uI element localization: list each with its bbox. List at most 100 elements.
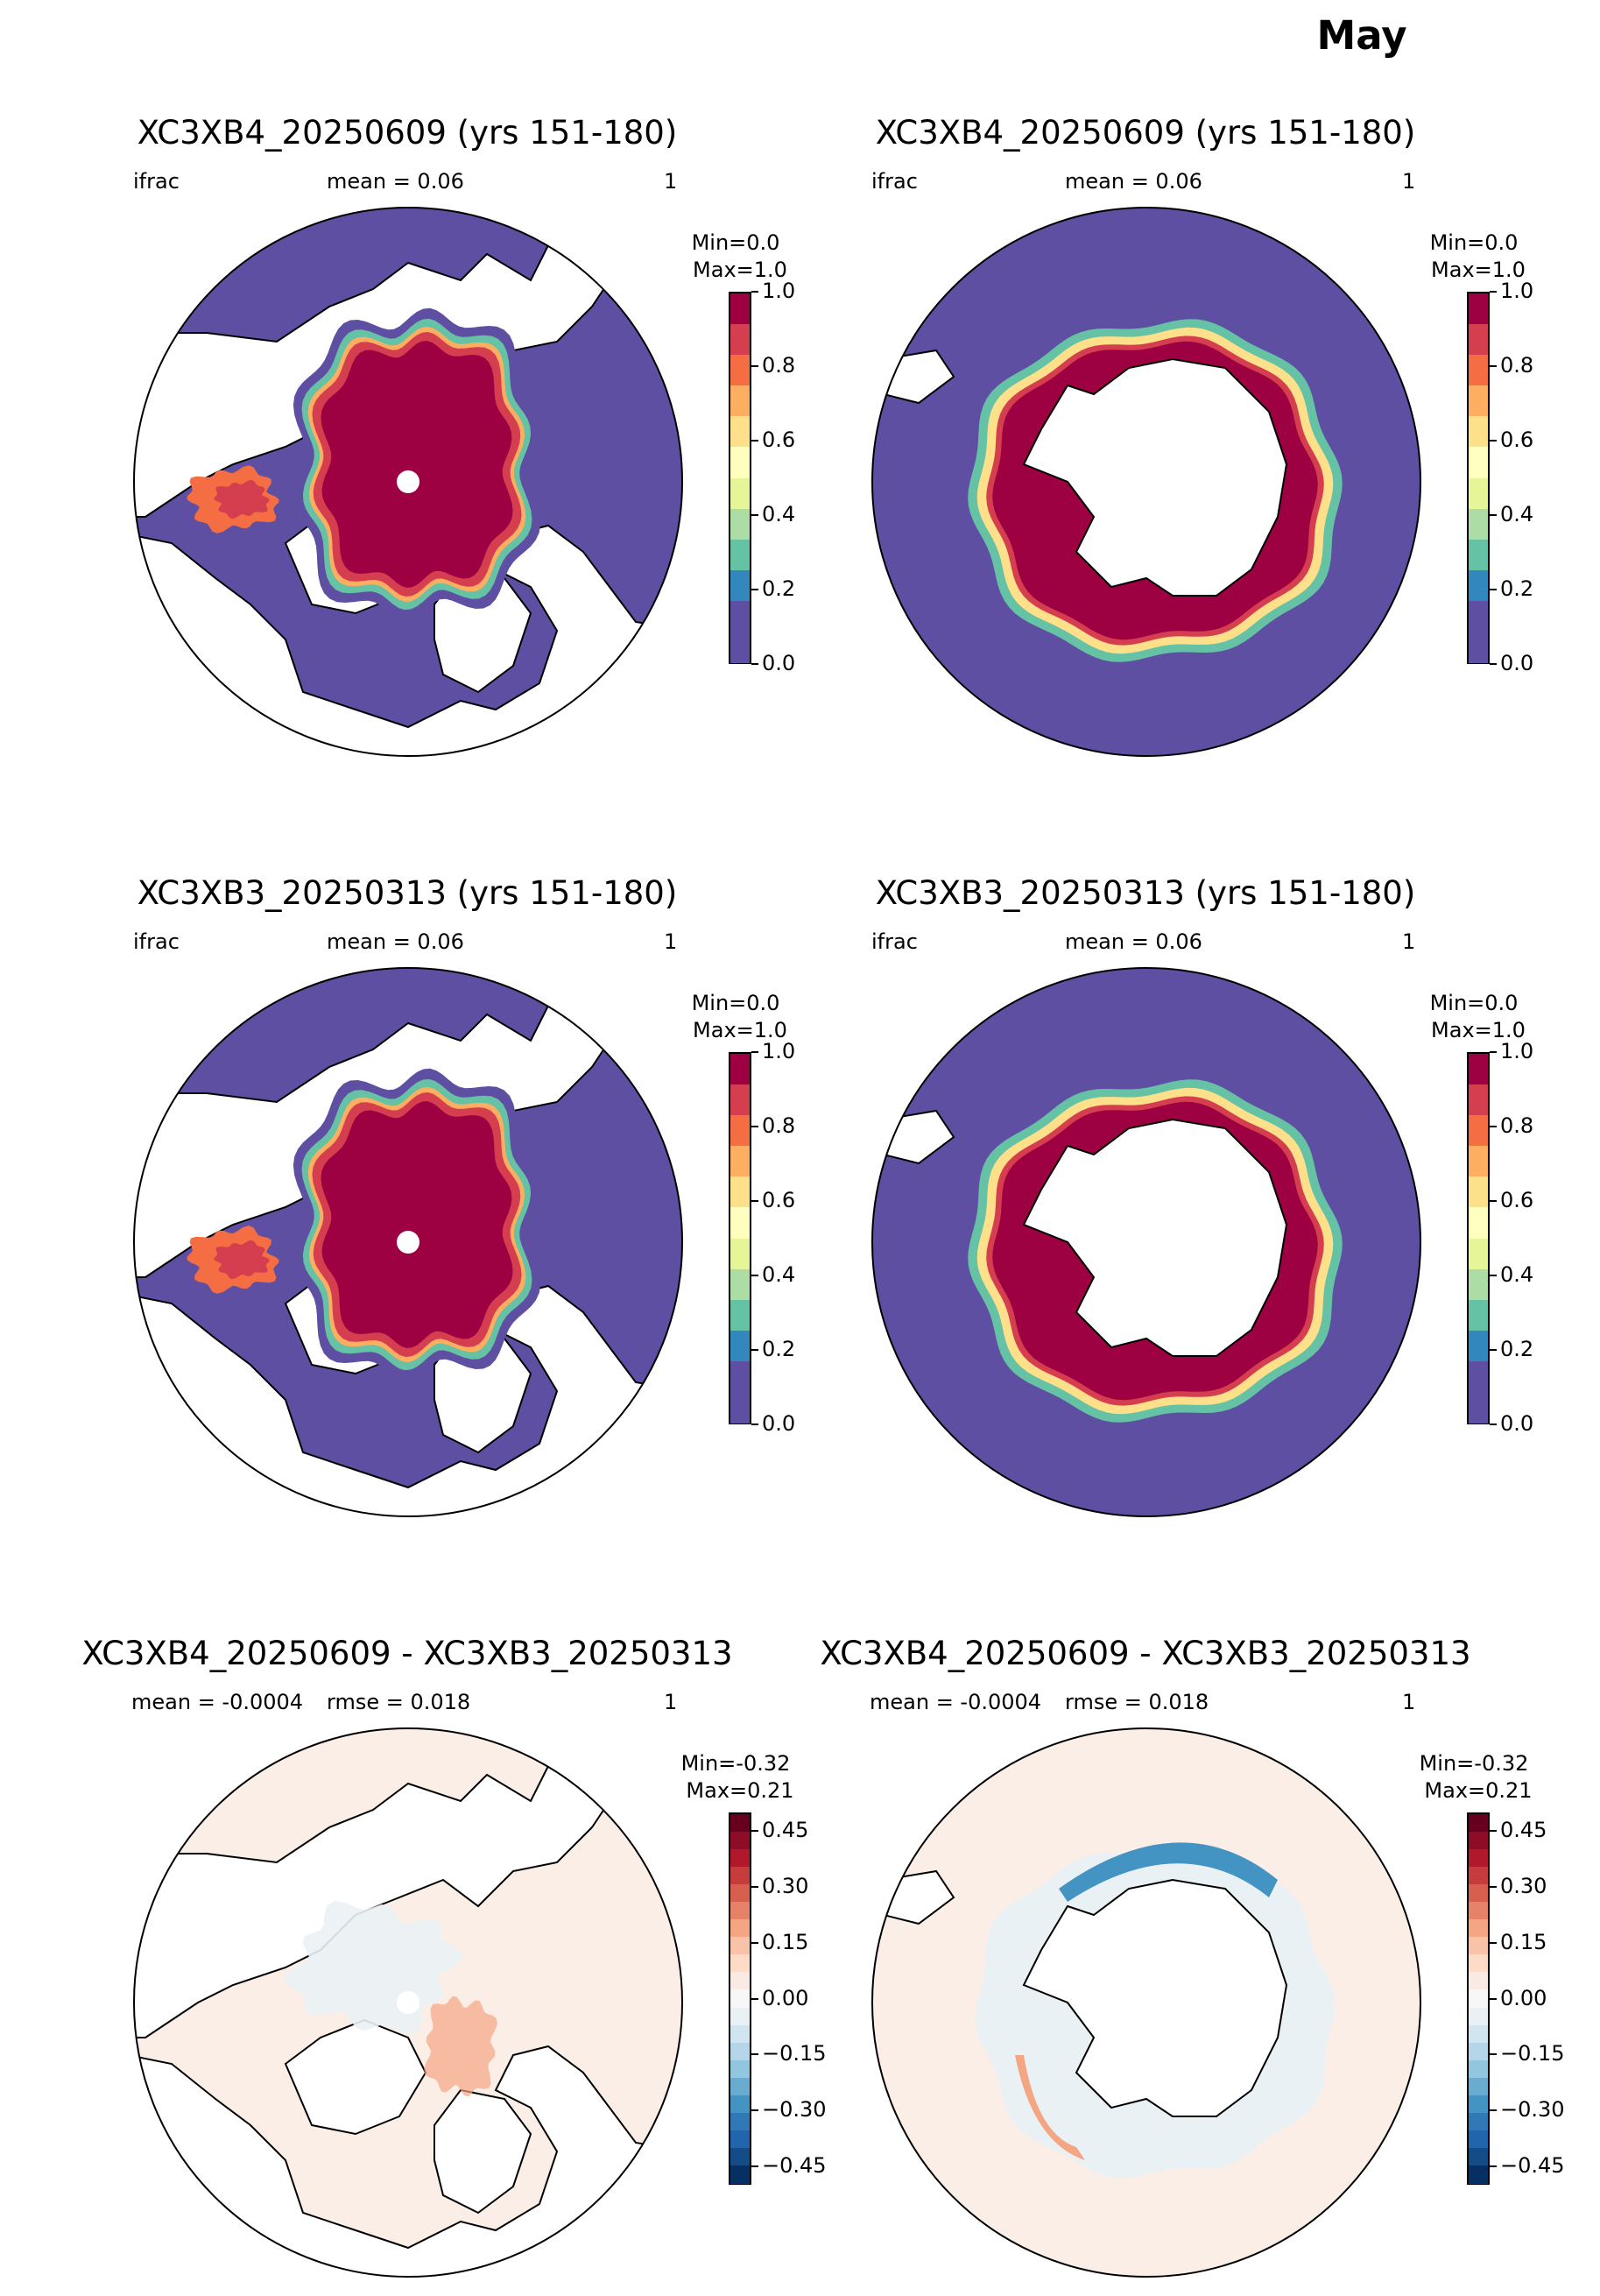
- colorbar-segment: [1469, 2077, 1488, 2096]
- panel-right-label: 1: [1402, 929, 1416, 954]
- colorbar-tick-label: 0.8: [762, 1113, 796, 1138]
- colorbar-segment: [1469, 539, 1488, 571]
- panel-right-label: 1: [664, 929, 678, 954]
- colorbar-tick-mark: [1490, 2165, 1497, 2167]
- colorbar-tick-label: 0.2: [1500, 576, 1534, 601]
- panel-left-label: mean = -0.0004: [131, 1690, 304, 1714]
- colorbar-max-label: Max=1.0: [693, 1018, 787, 1042]
- colorbar-segment: [730, 2042, 750, 2061]
- colorbar-tick-label: 0.0: [762, 651, 796, 675]
- hudson-bay-ice-core: [214, 479, 270, 519]
- colorbar-tick-mark: [1490, 365, 1497, 367]
- colorbar: [729, 292, 751, 664]
- colorbar-segment: [730, 1207, 750, 1240]
- colorbar-tick-label: 0.0: [1500, 651, 1534, 675]
- colorbar-segment: [1469, 355, 1488, 387]
- colorbar-segment: [730, 2147, 750, 2166]
- colorbar-segment: [730, 600, 750, 632]
- colorbar-segment: [1469, 1391, 1488, 1424]
- colorbar-tick-label: 0.2: [762, 576, 796, 601]
- colorbar-tick-label: 1.0: [762, 279, 796, 303]
- colorbar-tick-label: 0.6: [762, 1188, 796, 1212]
- colorbar-segment: [1469, 1084, 1488, 1116]
- colorbar-segment: [1469, 2059, 1488, 2079]
- colorbar-segment: [1469, 569, 1488, 602]
- colorbar-tick-label: 0.15: [1500, 1929, 1547, 1954]
- colorbar-segment: [1469, 2007, 1488, 2026]
- colorbar-tick-mark: [751, 2053, 758, 2056]
- colorbar-tick-mark: [751, 589, 758, 590]
- colorbar-segment: [1469, 1972, 1488, 1991]
- colorbar-segment: [1469, 1937, 1488, 1956]
- colorbar-tick-label: 0.0: [1500, 1411, 1534, 1436]
- colorbar-tick-mark: [751, 1200, 758, 1202]
- colorbar-tick-label: −0.15: [1500, 2041, 1565, 2066]
- colorbar-tick-mark: [751, 2165, 758, 2167]
- colorbar-tick-label: −0.45: [1500, 2152, 1565, 2178]
- pole-hole: [397, 1231, 419, 1254]
- colorbar-tick-mark: [1490, 1830, 1497, 1833]
- colorbar-segment: [730, 1989, 750, 2009]
- colorbar-min-label: Min=0.0: [1429, 991, 1519, 1015]
- north-polar-map: [133, 1727, 683, 2278]
- colorbar-segment: [730, 416, 750, 449]
- map-boundary: [871, 207, 1421, 757]
- colorbar-tick-label: 0.45: [1500, 1818, 1547, 1843]
- colorbar: [729, 1812, 751, 2185]
- colorbar-segment: [730, 1268, 750, 1301]
- sea-ice-core: [321, 341, 513, 588]
- south-polar-map: [871, 207, 1421, 757]
- panel-center-label: mean = 0.06: [327, 169, 464, 194]
- panel-left-label: ifrac: [133, 929, 180, 954]
- colorbar-segment: [1469, 1054, 1488, 1085]
- panel-right-label: 1: [1402, 169, 1416, 194]
- colorbar-tick-mark: [1490, 589, 1497, 590]
- colorbar-segment: [730, 1867, 750, 1886]
- colorbar-min-label: Min=0.0: [691, 230, 780, 255]
- colorbar-tick-mark: [1490, 1997, 1497, 2000]
- colorbar-tick-mark: [751, 1126, 758, 1127]
- panel-center-label: mean = 0.06: [1065, 929, 1202, 954]
- colorbar-tick-label: 0.8: [762, 353, 796, 378]
- panel-left-label: mean = -0.0004: [870, 1690, 1042, 1714]
- colorbar-tick-mark: [1490, 1886, 1497, 1888]
- colorbar-segment: [1469, 2147, 1488, 2166]
- colorbar-tick-mark: [1490, 1941, 1497, 1944]
- colorbar-segment: [1469, 385, 1488, 418]
- panel-title: XC3XB4_20250609 (yrs 151-180): [137, 114, 678, 152]
- colorbar-segment: [1469, 1146, 1488, 1178]
- colorbar-segment: [1469, 508, 1488, 540]
- colorbar-segment: [730, 2007, 750, 2026]
- south-polar-map: [871, 1727, 1421, 2278]
- colorbar-segment: [730, 1849, 750, 1868]
- colorbar-tick-mark: [751, 663, 758, 665]
- panel-title: XC3XB4_20250609 - XC3XB3_20250313: [820, 1635, 1471, 1672]
- colorbar-segment: [1469, 1884, 1488, 1904]
- panel-title: XC3XB4_20250609 - XC3XB3_20250313: [81, 1635, 733, 1672]
- colorbar-segment: [1469, 1238, 1488, 1270]
- colorbar-tick-label: 0.8: [1500, 1113, 1534, 1138]
- colorbar-tick-label: 0.4: [762, 1262, 796, 1287]
- colorbar-segment: [1469, 1176, 1488, 1209]
- colorbar-segment: [1469, 1299, 1488, 1332]
- colorbar-segment: [1469, 1989, 1488, 2009]
- colorbar-tick-label: 0.30: [762, 1874, 809, 1898]
- colorbar-segment: [730, 2095, 750, 2114]
- colorbar-segment: [730, 385, 750, 418]
- colorbar-tick-mark: [1490, 440, 1497, 442]
- colorbar-segment: [730, 1299, 750, 1332]
- colorbar-tick-mark: [751, 2109, 758, 2111]
- colorbar-segment: [1469, 1902, 1488, 1921]
- colorbar-tick-label: 0.6: [1500, 1188, 1534, 1212]
- antarctica: [1022, 357, 1288, 597]
- sea-ice-core: [321, 1101, 513, 1348]
- colorbar-tick-label: 0.30: [1500, 1874, 1547, 1898]
- pole-hole: [397, 470, 419, 493]
- colorbar-segment: [1469, 1867, 1488, 1886]
- colorbar-segment: [1469, 600, 1488, 632]
- colorbar-tick-mark: [1490, 1424, 1497, 1425]
- colorbar-segment: [730, 2165, 750, 2184]
- colorbar-tick-mark: [1490, 1051, 1497, 1053]
- colorbar-tick-label: 0.00: [762, 1985, 809, 2010]
- colorbar-segment: [1469, 2165, 1488, 2184]
